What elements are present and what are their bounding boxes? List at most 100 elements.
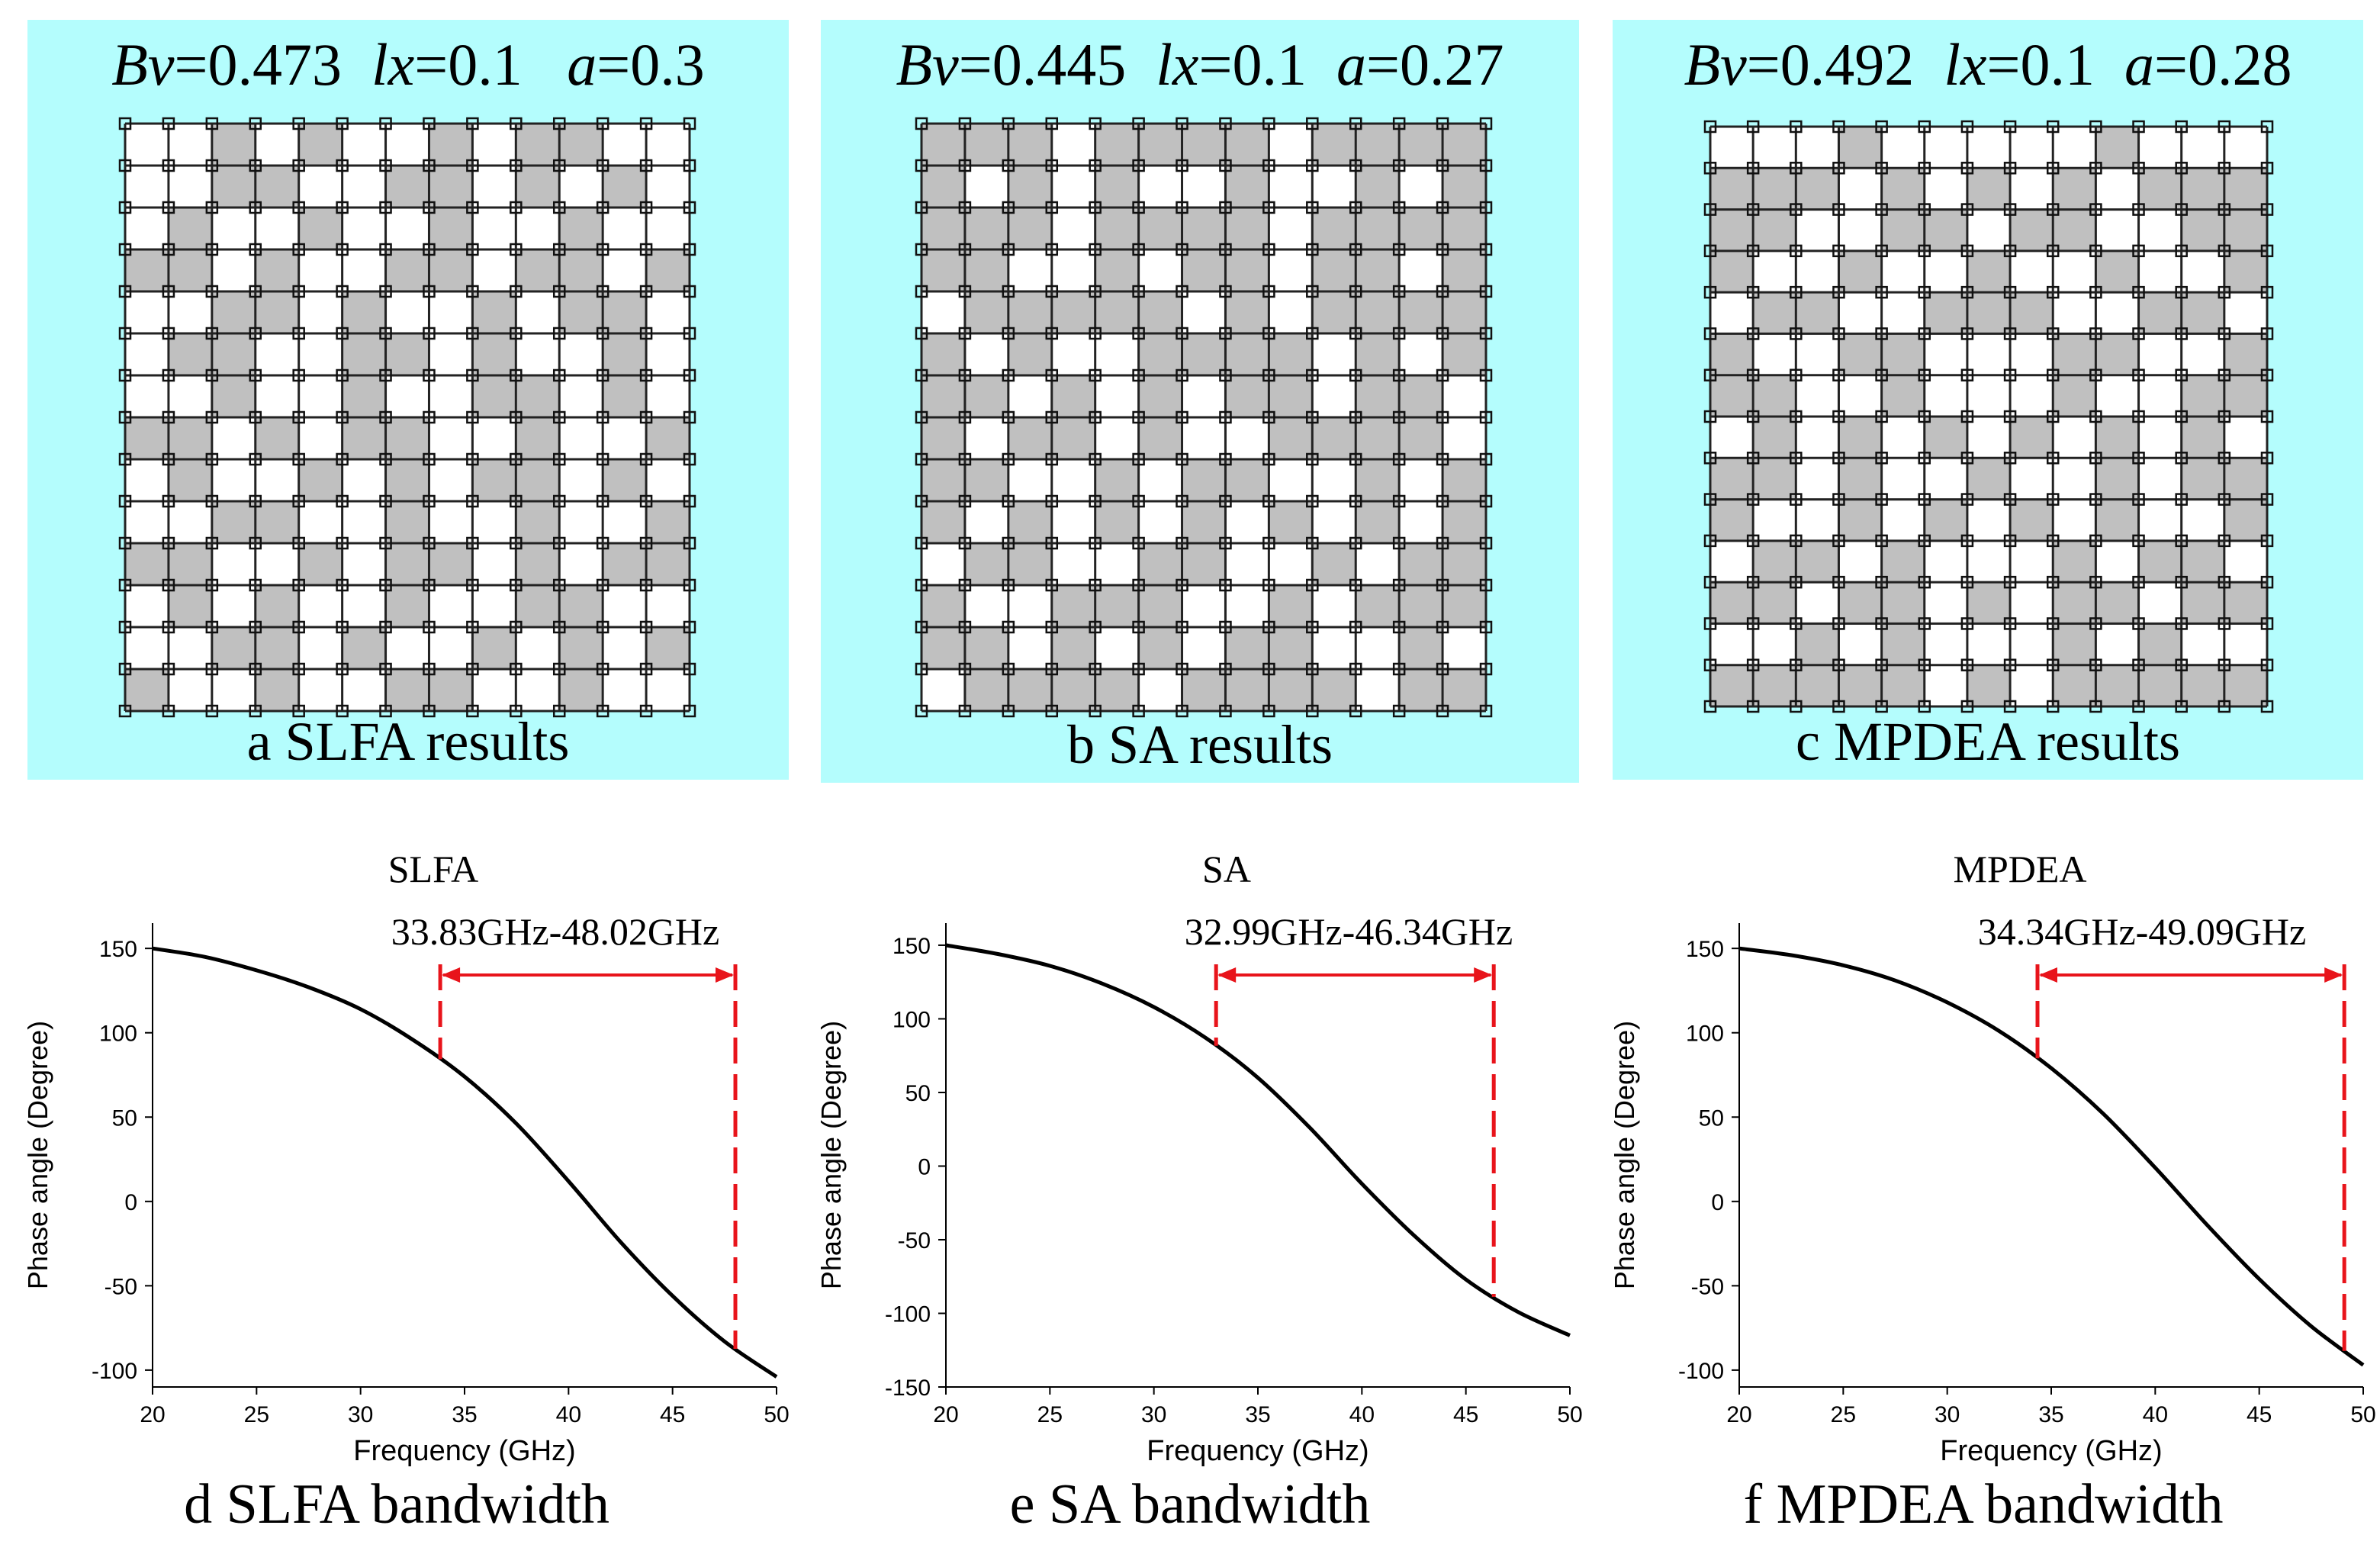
grid-node-marker xyxy=(379,620,392,634)
grid-node-marker xyxy=(118,662,132,676)
y-tick-label: -100 xyxy=(1678,1359,1724,1384)
grid-node-marker xyxy=(1306,536,1319,550)
grid-filled-cell xyxy=(2181,168,2225,211)
grid-filled-cell xyxy=(1051,627,1096,670)
grid-node-marker xyxy=(1349,704,1362,718)
x-tick-label: 40 xyxy=(556,1402,581,1427)
grid-node-marker xyxy=(958,117,972,130)
grid-node-marker xyxy=(596,327,609,340)
grid-node-marker xyxy=(552,620,566,634)
grid-node-marker xyxy=(2260,575,2274,589)
grid-filled-cell xyxy=(1753,458,1796,500)
grid-node-marker xyxy=(915,117,928,130)
grid-node-marker xyxy=(2132,162,2145,175)
grid-filled-cell xyxy=(472,333,516,376)
grid-node-marker xyxy=(1832,700,1845,713)
grid-filled-cell xyxy=(2053,333,2096,376)
grid-filled-cell xyxy=(603,333,647,376)
grid-node-marker xyxy=(1479,494,1493,508)
grid-node-marker xyxy=(249,159,262,172)
grid-filled-cell xyxy=(1225,669,1269,712)
grid-node-marker xyxy=(2089,452,2102,465)
bandwidth-range-label: 34.34GHz-49.09GHz xyxy=(1978,910,2306,953)
grid-node-marker xyxy=(2132,285,2145,299)
grid-node-marker xyxy=(915,452,928,466)
grid-filled-cell xyxy=(964,627,1009,670)
grid-node-marker xyxy=(1262,536,1275,550)
grid-node-marker xyxy=(379,578,392,592)
grid-node-marker xyxy=(1746,162,1760,175)
grid-filled-cell xyxy=(1182,249,1226,292)
grid-node-marker xyxy=(1176,117,1188,130)
grid-node-marker xyxy=(2003,285,2017,299)
grid-node-marker xyxy=(2132,534,2145,548)
grid-node-marker xyxy=(683,662,696,676)
grid-node-marker xyxy=(1089,117,1102,130)
grid-node-marker xyxy=(162,327,175,340)
x-tick-label: 30 xyxy=(1935,1402,1960,1427)
phase-curve xyxy=(1738,946,2365,1367)
grid-filled-cell xyxy=(1008,417,1053,460)
grid-filled-cell xyxy=(211,166,256,208)
grid-node-marker xyxy=(2089,534,2102,548)
grid-node-marker xyxy=(683,159,696,172)
grid-node-marker xyxy=(118,327,132,340)
grid-filled-cell xyxy=(2181,209,2225,252)
grid-filled-cell xyxy=(1269,669,1313,712)
grid-filled-cell xyxy=(2095,664,2140,707)
grid-filled-cell xyxy=(1138,375,1183,418)
grid-filled-cell xyxy=(211,627,256,670)
y-axis-label: Phase angle (Degree) xyxy=(1609,1021,1640,1289)
grid-node-marker xyxy=(379,704,392,718)
grid-node-marker xyxy=(1089,662,1102,676)
grid-node-marker xyxy=(292,201,305,214)
grid-node-marker xyxy=(1790,493,1803,506)
grid-filled-cell xyxy=(2181,292,2225,334)
grid-filled-cell xyxy=(1881,582,1925,624)
grid-node-marker xyxy=(1002,536,1015,550)
grid-node-marker xyxy=(2260,203,2274,216)
grid-node-marker xyxy=(292,704,305,718)
grid-node-marker xyxy=(379,494,392,508)
grid-node-marker xyxy=(1960,203,1974,216)
grid-node-marker xyxy=(1960,534,1974,548)
grid-filled-cell xyxy=(1356,166,1400,208)
grid-node-marker xyxy=(2218,244,2231,258)
grid-node-marker xyxy=(118,578,132,592)
grid-node-marker xyxy=(958,452,972,466)
grid-filled-cell xyxy=(385,166,429,208)
grid-node-marker xyxy=(292,452,305,466)
grid-node-marker xyxy=(510,117,523,130)
grid-node-marker xyxy=(1875,575,1888,589)
grid-node-marker xyxy=(1262,117,1275,130)
panel-b-lx-label: lx xyxy=(1156,31,1199,98)
grid-node-marker xyxy=(1349,662,1362,676)
grid-node-marker xyxy=(1479,285,1493,298)
grid-filled-cell xyxy=(2095,417,2140,459)
grid-node-marker xyxy=(958,494,972,508)
chart-title: MPDEA xyxy=(1953,848,2086,890)
grid-filled-cell xyxy=(211,124,256,166)
grid-node-marker xyxy=(1746,534,1760,548)
grid-node-marker xyxy=(1875,285,1888,299)
grid-filled-cell xyxy=(2095,499,2140,542)
grid-node-marker xyxy=(1349,368,1362,382)
grid-filled-cell xyxy=(1312,208,1356,250)
grid-node-marker xyxy=(1790,452,1803,465)
grid-node-marker xyxy=(1045,285,1059,298)
grid-node-marker xyxy=(552,243,566,256)
grid-node-marker xyxy=(1089,620,1102,634)
grid-node-marker xyxy=(1132,410,1145,424)
grid-node-marker xyxy=(2003,120,2017,134)
grid-node-marker xyxy=(2175,575,2188,589)
grid-node-marker xyxy=(1349,578,1362,592)
grid-node-marker xyxy=(1045,620,1059,634)
grid-filled-cell xyxy=(1881,209,1925,252)
grid-node-marker xyxy=(249,327,262,340)
grid-filled-cell xyxy=(1881,540,1925,583)
grid-filled-cell xyxy=(603,375,647,418)
grid-filled-cell xyxy=(1225,249,1269,292)
grid-filled-cell xyxy=(921,249,966,292)
grid-filled-cell xyxy=(1356,124,1400,166)
grid-node-marker xyxy=(1436,368,1449,382)
